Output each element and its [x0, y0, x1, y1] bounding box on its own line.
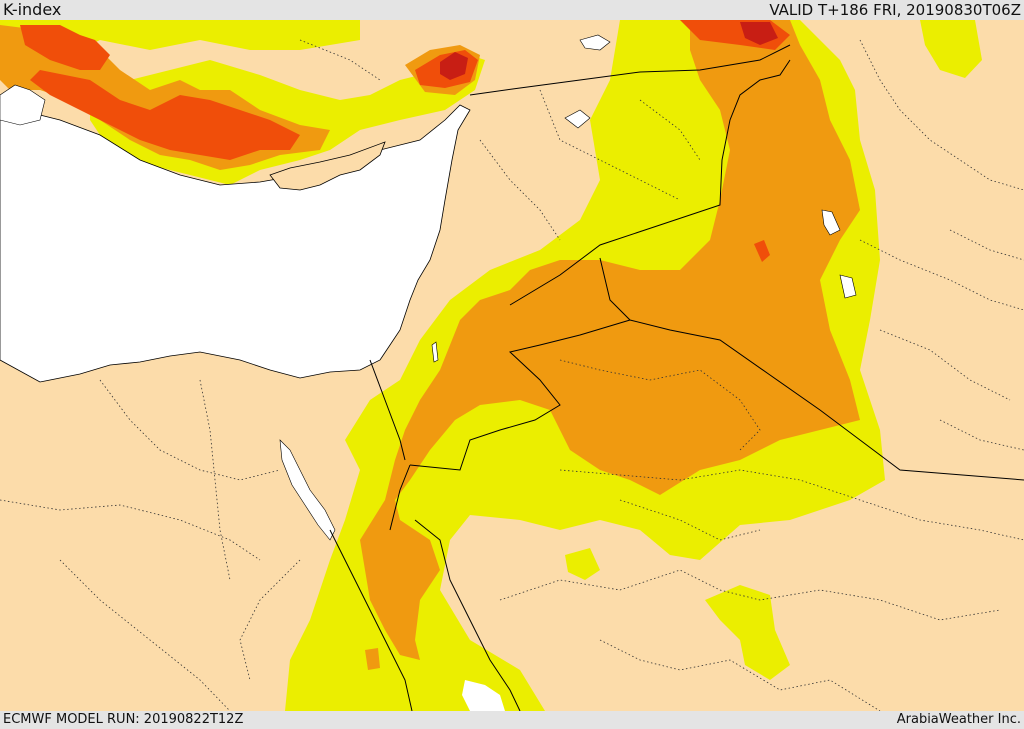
k-index-level-2-area — [365, 648, 380, 670]
aegean-sea — [0, 84, 46, 126]
k-index-level-4-area — [440, 52, 468, 80]
red-sea-patch — [462, 680, 505, 711]
lake-assad — [564, 109, 591, 129]
k-index-level-1-area — [0, 20, 360, 60]
dead-sea — [431, 341, 439, 363]
k-index-level-1-area — [705, 585, 790, 680]
lake-habbaniyah — [839, 274, 857, 299]
credit-label: ArabiaWeather Inc. — [896, 712, 1021, 727]
province-borders — [0, 39, 1024, 711]
k-index-level-4-area — [740, 22, 778, 45]
k-index-level-1-area — [920, 20, 982, 78]
k-index-level-1-area — [565, 548, 600, 580]
k-index-level-2-area — [360, 20, 860, 660]
k-index-level-3-area — [754, 240, 770, 262]
k-index-map — [0, 20, 1024, 711]
k-index-level-3-area — [30, 70, 300, 160]
k-index-level-3-area — [20, 25, 110, 70]
header-bar: K-index VALID T+186 FRI, 20190830T06Z — [0, 0, 1024, 20]
lake-tharthar — [821, 209, 841, 236]
footer-bar: ECMWF MODEL RUN: 20190822T12Z ArabiaWeat… — [0, 711, 1024, 729]
model-run-label: ECMWF MODEL RUN: 20190822T12Z — [3, 712, 244, 727]
lake-van — [579, 34, 611, 51]
valid-time-label: VALID T+186 FRI, 20190830T06Z — [769, 1, 1021, 19]
country-borders — [329, 44, 1024, 711]
cyprus-island — [269, 141, 386, 191]
map-title: K-index — [3, 0, 62, 19]
